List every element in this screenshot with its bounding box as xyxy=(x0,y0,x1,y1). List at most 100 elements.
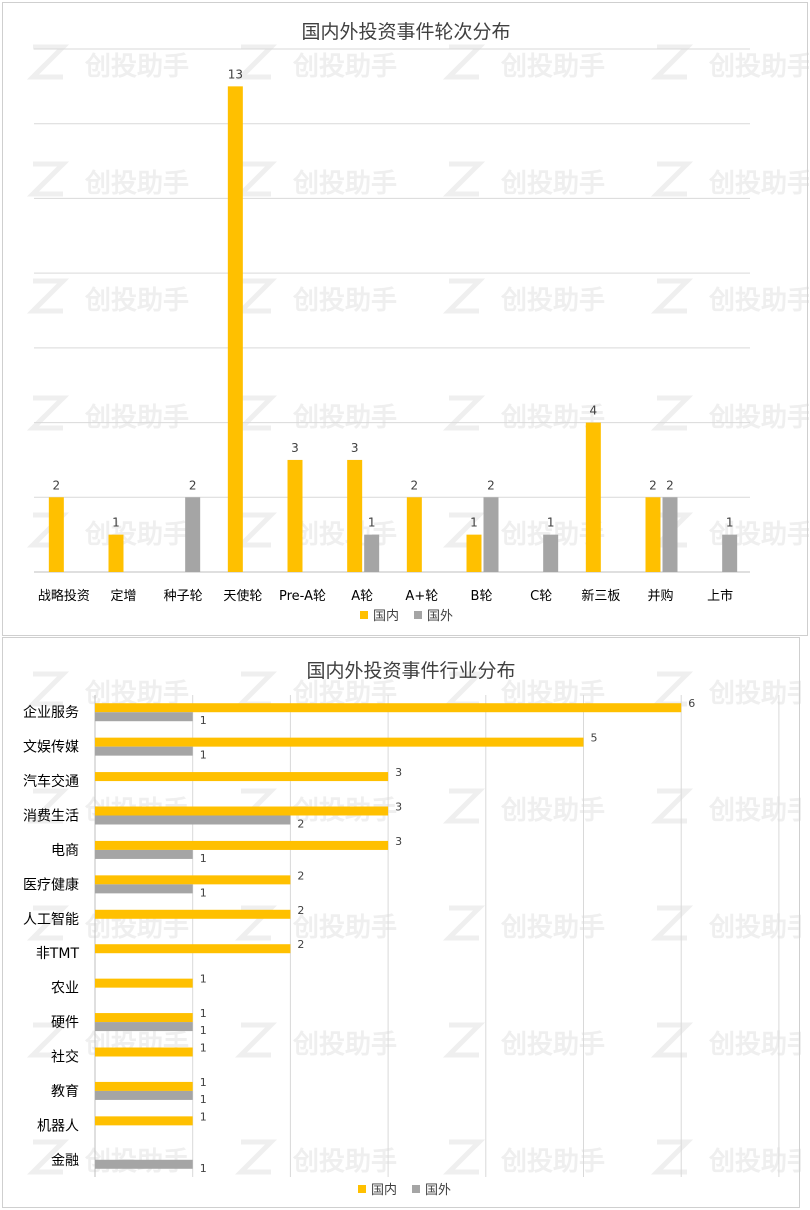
y-tick-label: 电商 xyxy=(51,843,79,859)
watermark-text: 创投助手 xyxy=(500,169,605,199)
watermark-text: 创投助手 xyxy=(708,286,809,316)
watermark-text: 创投助手 xyxy=(708,679,801,709)
data-label: 3 xyxy=(395,801,402,814)
y-tick-label: 非TMT xyxy=(36,946,80,962)
watermark-logo-icon xyxy=(26,788,70,824)
watermark-logo-icon xyxy=(650,671,694,707)
watermark-logo-icon xyxy=(442,395,486,431)
bar xyxy=(95,840,389,850)
legend-swatch xyxy=(358,1185,366,1193)
watermark-text: 创投助手 xyxy=(708,403,809,433)
data-label: 1 xyxy=(200,1093,207,1106)
x-tick-label: 战略投资 xyxy=(38,588,90,604)
x-tick-label: 并购 xyxy=(647,588,673,604)
watermark-text: 创投助手 xyxy=(292,913,397,943)
watermark-logo-icon xyxy=(650,905,694,941)
legend: 国内 国外 xyxy=(360,608,453,624)
bar xyxy=(185,497,201,572)
data-label: 1 xyxy=(547,516,555,530)
bar xyxy=(48,497,64,572)
x-tick-label: 新三板 xyxy=(581,588,620,604)
y-tick-label: 社交 xyxy=(51,1049,79,1066)
watermark-text: 创投助手 xyxy=(708,1030,801,1060)
legend-label: 国内 xyxy=(373,608,399,624)
x-tick-label: 种子轮 xyxy=(164,589,203,604)
bar xyxy=(95,746,193,756)
watermark-text: 创投助手 xyxy=(500,913,605,943)
watermark-logo-icon xyxy=(650,1022,694,1058)
watermark-logo-icon xyxy=(234,671,278,707)
chart-title: 国内外投资事件行业分布 xyxy=(306,660,515,682)
x-tick-label: A轮 xyxy=(351,589,373,604)
watermark-text: 创投助手 xyxy=(292,286,397,316)
bar xyxy=(95,884,193,894)
watermark-text: 创投助手 xyxy=(708,1147,801,1177)
legend: 国内 国外 xyxy=(358,1182,451,1198)
watermark-logo-icon xyxy=(650,788,694,824)
bar xyxy=(466,534,482,572)
bar xyxy=(95,703,682,713)
watermark-logo-icon xyxy=(234,278,278,314)
legend-label: 国内 xyxy=(371,1182,397,1198)
data-label: 2 xyxy=(297,818,304,831)
watermark-text: 创投助手 xyxy=(500,1147,605,1177)
watermark-text: 创投助手 xyxy=(84,169,189,199)
data-label: 2 xyxy=(411,478,419,492)
data-label: 1 xyxy=(200,1042,207,1055)
data-label: 1 xyxy=(368,516,376,530)
watermark-logo-icon xyxy=(234,44,278,80)
y-tick-label: 消费生活 xyxy=(23,809,79,825)
legend-swatch xyxy=(412,1185,420,1193)
data-label: 1 xyxy=(200,1162,207,1175)
y-tick-label: 汽车交通 xyxy=(23,773,79,790)
watermark-text: 创投助手 xyxy=(708,913,801,943)
bar xyxy=(95,712,193,722)
bar xyxy=(364,534,380,572)
watermark-text: 创投助手 xyxy=(292,1030,397,1060)
bar xyxy=(483,497,499,572)
bar xyxy=(662,497,678,572)
data-label: 1 xyxy=(200,1076,207,1089)
watermark-text: 创投助手 xyxy=(292,520,397,550)
watermark-logo-icon xyxy=(650,161,694,197)
watermark-logo-icon xyxy=(234,905,278,941)
bar xyxy=(287,459,303,572)
data-label: 1 xyxy=(200,973,207,986)
watermark-logo-icon xyxy=(26,1022,70,1058)
watermark-text: 创投助手 xyxy=(500,1030,605,1060)
data-label: 1 xyxy=(200,714,207,727)
bar xyxy=(227,86,243,572)
bar xyxy=(95,875,291,885)
round-distribution-chart-panel: 创投助手 创投助手 创投助手 创投助手 创投助手 创投助手 创投助手 创投助手 创投助手 创投助手… xyxy=(2,2,809,636)
watermark-logo-icon xyxy=(234,512,278,548)
y-tick-label: 农业 xyxy=(51,981,79,997)
watermark-logo-icon xyxy=(26,161,70,197)
data-label: 2 xyxy=(53,478,61,492)
watermark-logo-icon xyxy=(650,1139,694,1175)
data-label: 1 xyxy=(112,516,120,530)
watermark-logo-icon xyxy=(650,395,694,431)
bar xyxy=(95,1013,193,1023)
industry-distribution-chart-panel: 创投助手 创投助手 创投助手 创投助手 创投助手 创投助手 创投助手 创投助手 创投助手 创投助手… xyxy=(2,637,801,1208)
data-label: 13 xyxy=(228,67,243,81)
data-label: 2 xyxy=(189,478,197,492)
bar xyxy=(95,737,584,747)
watermark-logo-icon xyxy=(650,278,694,314)
x-tick-label: B轮 xyxy=(471,589,493,604)
chart-title: 国内外投资事件轮次分布 xyxy=(301,21,510,43)
bar xyxy=(406,497,422,572)
data-label: 2 xyxy=(666,478,674,492)
data-label: 1 xyxy=(200,1110,207,1123)
watermark-text: 创投助手 xyxy=(500,52,605,82)
y-tick-label: 企业服务 xyxy=(23,704,79,721)
watermark-text: 创投助手 xyxy=(84,52,189,82)
x-tick-label: 上市 xyxy=(707,588,733,604)
bar xyxy=(585,422,601,572)
watermark-logo-icon xyxy=(234,1022,278,1058)
data-label: 2 xyxy=(297,904,304,917)
legend-swatch xyxy=(360,611,368,619)
watermark-logo-icon xyxy=(234,1139,278,1175)
bar xyxy=(108,534,124,572)
watermark-text: 创投助手 xyxy=(708,796,801,826)
data-label: 2 xyxy=(487,478,495,492)
